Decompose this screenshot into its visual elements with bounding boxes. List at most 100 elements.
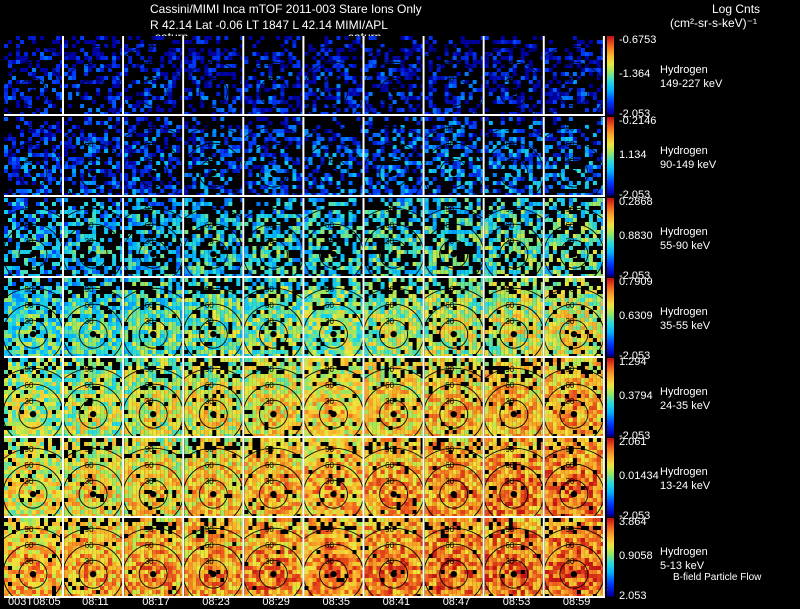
sky-map-cell: 30 60 90 (484, 278, 545, 356)
saturn-dot (510, 330, 517, 338)
ring-label: 60 (505, 461, 514, 470)
ring-label: 60 (85, 59, 94, 68)
ring-label: 30 (385, 477, 394, 486)
colorbar (607, 358, 614, 437)
sky-map-cell: 30 60 90 (484, 198, 545, 276)
ring-label: 60 (205, 301, 214, 310)
saturn-dot (510, 570, 517, 578)
sky-map-cell: 30 60 90 (484, 518, 545, 596)
saturn-dot (270, 410, 277, 418)
ring-label: 60 (505, 221, 514, 230)
ring-label: 60 (505, 140, 514, 149)
ring-label: 60 (505, 301, 514, 310)
sky-map-cell: 30 60 90 (244, 278, 305, 356)
time-label: 003T08:05 (8, 596, 61, 608)
saturn-dot (89, 410, 97, 418)
ring-label: 30 (565, 397, 574, 406)
saturn-dot (450, 250, 457, 258)
ring-label: 90 (565, 525, 574, 534)
sky-map-cell: 30 60 90 (424, 117, 485, 195)
ring-label: 60 (505, 541, 514, 550)
saturn-dot (150, 330, 157, 338)
ring-label: 30 (265, 156, 274, 165)
colorbar-max: 0.7909 (619, 276, 653, 288)
ring-label: 60 (445, 301, 454, 310)
species-label: Hydrogen (660, 546, 708, 558)
ring-label: 90 (265, 205, 274, 214)
energy-label: 35-55 keV (660, 320, 711, 332)
plot-title: Cassini/MIMI Inca mTOF 2011-003 Stare Io… (150, 2, 422, 16)
energy-label: 90-149 keV (660, 159, 717, 171)
sky-map-cell: 30 60 90 (424, 198, 485, 276)
ring-label: 30 (145, 156, 154, 165)
sky-map-cell: 30 60 90 (184, 518, 245, 596)
ring-label: 60 (205, 140, 214, 149)
sky-map-cell: 30 60 90 (304, 36, 365, 114)
ring-label: 90 (205, 205, 214, 214)
ring-label: 30 (325, 156, 334, 165)
ring-label: 30 (385, 317, 394, 326)
ring-label: 30 (385, 397, 394, 406)
ring-label: 60 (145, 221, 154, 230)
ring-label: 30 (505, 397, 514, 406)
sky-map-cell: 30 60 90 (4, 438, 64, 516)
ring-label: 90 (445, 445, 454, 454)
sky-map-cell: 30 60 90 (544, 278, 605, 356)
saturn-dot (570, 330, 578, 338)
ring-label: 90 (145, 445, 154, 454)
sky-map-cell: 30 60 90 (544, 518, 605, 596)
ring-label: 30 (205, 557, 214, 566)
ring-label: 60 (25, 221, 34, 230)
ring-label: 60 (145, 381, 154, 390)
colorbar-mid: 0.3794 (619, 390, 653, 402)
sky-map-cell: 30 60 90 (364, 278, 425, 356)
saturn-dot (270, 490, 277, 498)
saturn-dot (150, 490, 157, 498)
ring-label: 90 (445, 43, 454, 52)
sky-map-cell: 30 60 90 (544, 117, 605, 195)
ring-label: 90 (145, 43, 154, 52)
ring-label: 90 (385, 124, 394, 133)
ring-label: 30 (265, 317, 274, 326)
species-label: Hydrogen (660, 64, 708, 76)
ring-label: 60 (85, 381, 94, 390)
time-label: 08:41 (382, 596, 411, 608)
colorbar-max: 3.864 (619, 516, 647, 528)
ring-label: 60 (145, 541, 154, 550)
ring-label: 30 (505, 237, 514, 246)
sky-map-cell: 30 60 90 (4, 278, 64, 356)
saturn-dot (450, 490, 457, 498)
ring-label: 90 (265, 445, 274, 454)
time-label: 08:59 (562, 596, 591, 608)
sky-map-cell: 30 60 90 (364, 438, 425, 516)
ring-label: 30 (445, 397, 454, 406)
sky-map-cell: 30 60 90 (364, 36, 425, 114)
ring-label: 60 (25, 140, 34, 149)
saturn-dot (450, 410, 457, 418)
ring-label: 30 (325, 317, 334, 326)
time-label: 08:29 (262, 596, 290, 608)
ring-label: 90 (145, 124, 154, 133)
ring-label: 90 (205, 124, 214, 133)
saturn-dot (510, 490, 517, 498)
ring-label: 60 (85, 541, 94, 550)
saturn-dot (570, 570, 578, 578)
ring-label: 90 (505, 124, 514, 133)
saturn-dot (89, 330, 97, 338)
saturn-dot (390, 250, 397, 258)
ring-label: 30 (85, 317, 94, 326)
ring-label: 60 (145, 140, 154, 149)
saturn-dot (450, 169, 457, 177)
colorbar-mid: 0.8830 (619, 230, 653, 242)
saturn-dot (450, 88, 457, 96)
ring-label: 30 (505, 317, 514, 326)
ring-label: 90 (505, 285, 514, 294)
saturn-dot (29, 169, 37, 177)
sky-map-cell: 30 60 90 (544, 438, 605, 516)
ring-label: 90 (25, 445, 34, 454)
ring-label: 30 (385, 237, 394, 246)
ring-label: 60 (565, 301, 574, 310)
sky-map-cell: 30 60 90 (304, 278, 365, 356)
sky-map-cell: 30 60 90 (424, 438, 485, 516)
ring-label: 60 (265, 381, 274, 390)
